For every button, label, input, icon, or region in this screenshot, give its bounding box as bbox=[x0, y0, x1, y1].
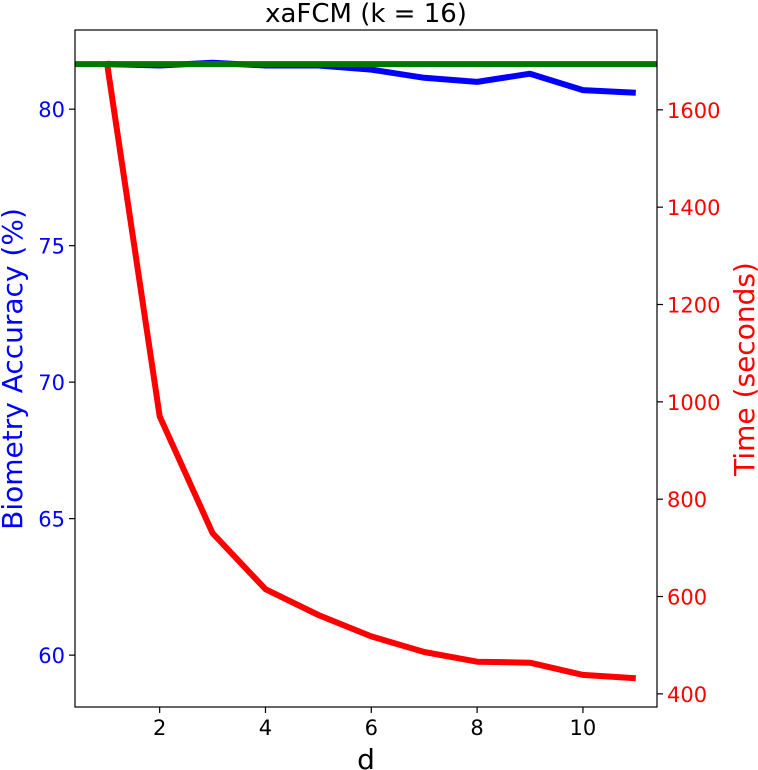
x-tick-label: 4 bbox=[259, 716, 272, 740]
x-tick-label: 2 bbox=[153, 716, 166, 740]
left-y-tick-label: 65 bbox=[38, 508, 65, 532]
right-y-tick-label: 800 bbox=[667, 488, 707, 512]
x-tick-label: 8 bbox=[470, 716, 483, 740]
right-y-tick-label: 600 bbox=[667, 586, 707, 610]
left-y-tick-label: 75 bbox=[38, 235, 65, 259]
left-y-tick-label: 70 bbox=[38, 371, 65, 395]
x-axis-label: d bbox=[357, 743, 375, 770]
series-layer bbox=[75, 59, 657, 682]
right-y-axis-label: Time (seconds) bbox=[728, 262, 758, 477]
plot-frame bbox=[74, 29, 658, 708]
x-tick-label: 6 bbox=[365, 716, 378, 740]
series-line-time bbox=[103, 60, 636, 682]
right-y-tick-label: 400 bbox=[667, 683, 707, 707]
left-y-axis: 60 65 70 75 80 bbox=[38, 98, 75, 668]
left-y-axis-label: Biometry Accuracy (%) bbox=[0, 208, 29, 530]
right-y-tick-label: 1400 bbox=[667, 196, 720, 220]
right-y-tick-label: 1000 bbox=[667, 391, 720, 415]
x-tick-label: 10 bbox=[570, 716, 597, 740]
right-y-axis: 400 600 800 1000 1200 1400 1600 bbox=[657, 99, 720, 707]
right-y-tick-label: 1600 bbox=[667, 99, 720, 123]
right-y-tick-label: 1200 bbox=[667, 293, 720, 317]
left-y-tick-label: 60 bbox=[38, 644, 65, 668]
left-y-tick-label: 80 bbox=[38, 98, 65, 122]
chart-title: xaFCM (k = 16) bbox=[265, 0, 467, 29]
x-axis: 2 4 6 8 10 bbox=[153, 707, 596, 740]
series-line-accuracy bbox=[106, 59, 636, 96]
